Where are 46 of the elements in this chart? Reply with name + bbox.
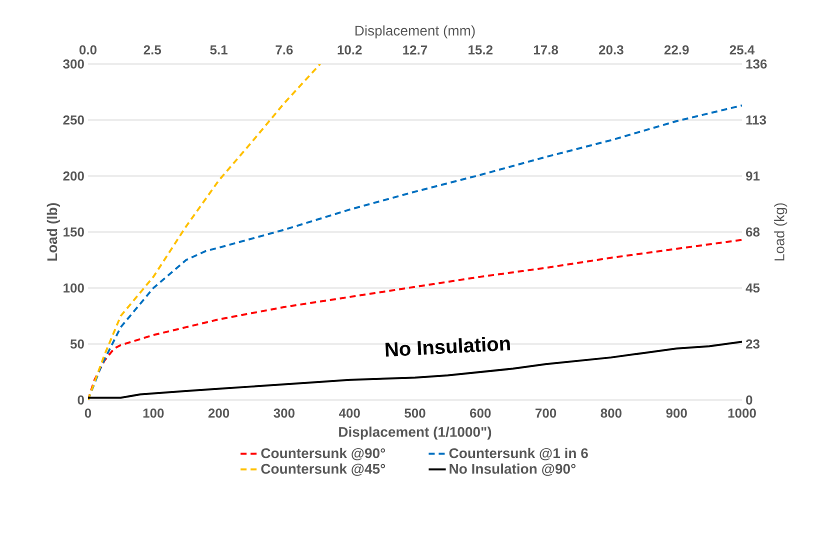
x-tick-label: 800 [600, 408, 622, 418]
x-tick-label: 400 [338, 408, 360, 418]
y2-tick-label: 68 [746, 227, 760, 237]
x-tick-label: 600 [470, 408, 491, 418]
legend-label: No Insulation @90° [450, 464, 576, 476]
x2-tick-label: 10.2 [338, 45, 362, 54]
y2-tick-label: 23 [746, 339, 760, 349]
y-tick-label: 300 [63, 59, 84, 69]
x2-tick-label: 25.4 [730, 45, 755, 54]
y-tick-label: 200 [63, 171, 84, 181]
legend-label: Countersunk @45° [261, 464, 386, 476]
y2-tick-label: 136 [746, 59, 767, 69]
y-tick-label: 150 [64, 227, 84, 237]
legend-label: Countersunk @90° [261, 448, 386, 460]
line-series [88, 64, 322, 400]
x-tick-label: 300 [274, 408, 295, 418]
x-tick-label: 200 [208, 408, 230, 418]
y-tick-label: 0 [78, 395, 84, 405]
y2-tick-label: 91 [746, 171, 760, 181]
x-axis-title: Displacement (1/1000") [339, 426, 492, 440]
x2-tick-label: 22.9 [664, 45, 689, 54]
y2-axis-title: Load (kg) [774, 203, 788, 260]
x-tick-label: 0 [84, 408, 92, 418]
x2-tick-label: 17.8 [534, 45, 558, 54]
x2-tick-label: 0.0 [79, 45, 97, 54]
y-tick-label: 100 [64, 283, 84, 293]
y2-tick-label: 113 [746, 115, 766, 125]
x-tick-label: 1000 [728, 408, 756, 418]
x2-tick-label: 12.7 [403, 45, 428, 54]
x2-tick-label: 7.6 [276, 45, 293, 54]
annotation: No Insulation [385, 336, 510, 357]
y2-tick-label: 45 [746, 283, 760, 293]
y2-tick-label: 0 [746, 395, 752, 405]
x-tick-label: 700 [536, 408, 556, 418]
x-tick-label: 900 [666, 408, 687, 418]
y-tick-label: 250 [63, 115, 84, 125]
y-axis-title: Load (lb) [46, 203, 60, 261]
y-tick-label: 50 [70, 339, 84, 349]
x2-tick-label: 20.3 [599, 45, 624, 54]
x2-tick-label: 15.2 [468, 45, 493, 54]
x2-tick-label: 2.5 [144, 45, 162, 54]
x-tick-label: 100 [143, 408, 164, 418]
legend-label: Countersunk @1 in 6 [449, 448, 588, 460]
x2-tick-label: 5.1 [210, 45, 228, 54]
x-tick-label: 500 [404, 408, 426, 418]
x2-axis-title: Displacement (mm) [355, 25, 475, 38]
